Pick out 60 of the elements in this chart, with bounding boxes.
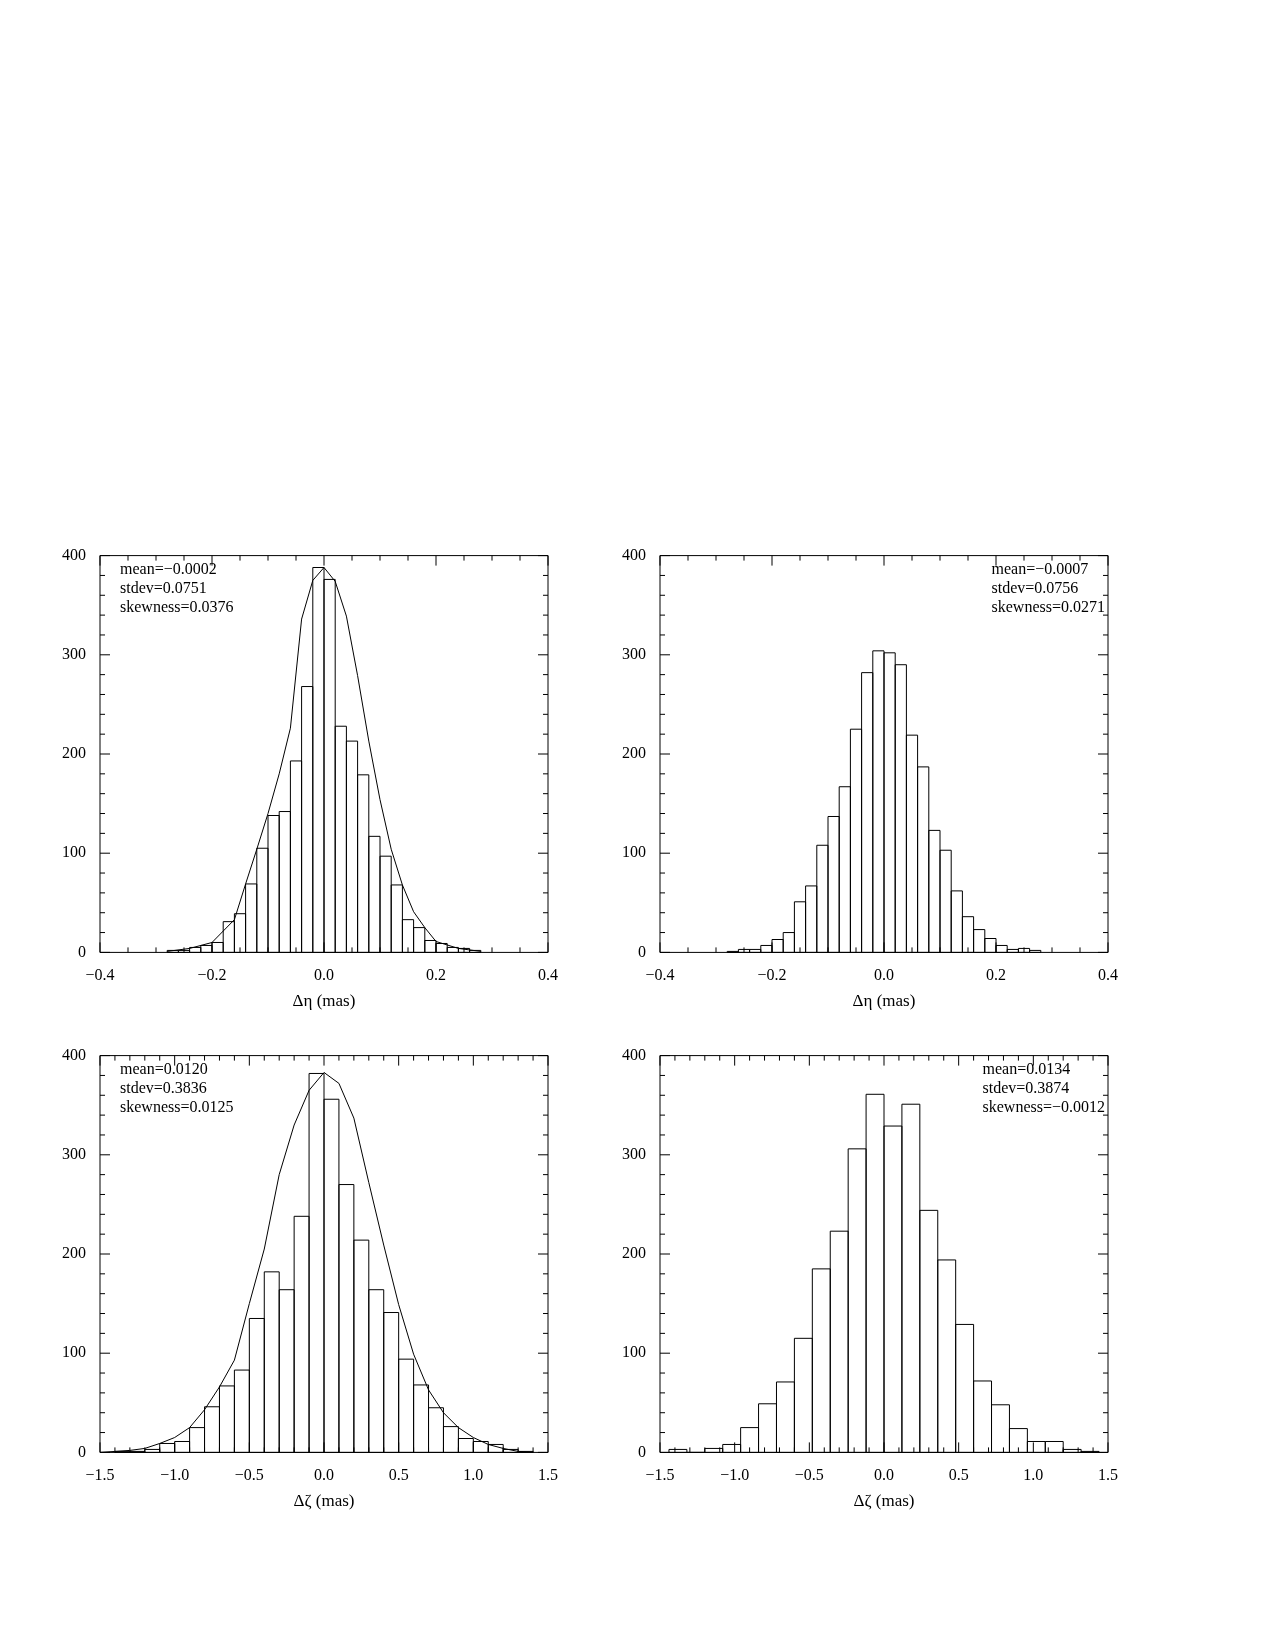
y-tick-label: 200 [62, 1244, 86, 1262]
x-tick-label: −0.4 [85, 966, 115, 984]
x-tick-label: 1.0 [1023, 1466, 1044, 1484]
x-tick-label: 0.5 [388, 1466, 409, 1484]
x-axis-title: Δη (mas) [292, 991, 356, 1011]
y-tick-label: 400 [622, 545, 646, 563]
x-tick-label: 1.5 [538, 1466, 558, 1484]
y-tick-label: 400 [62, 545, 86, 563]
y-tick-label: 200 [622, 1244, 646, 1262]
annotation: stdev=0.3836 [120, 1078, 207, 1096]
x-axis-title: Δη (mas) [852, 991, 916, 1011]
annotation: skewness=0.0125 [120, 1097, 234, 1115]
y-tick-label: 300 [622, 1145, 646, 1162]
x-tick-label: 0.0 [874, 1466, 894, 1484]
x-tick-label: −1.0 [720, 1466, 750, 1484]
y-tick-label: 400 [622, 1045, 646, 1063]
x-tick-label: −0.5 [794, 1466, 824, 1484]
y-tick-label: 300 [62, 1145, 86, 1162]
y-tick-label: 100 [62, 1343, 86, 1361]
y-tick-label: 0 [78, 942, 86, 960]
x-tick-label: 0.2 [986, 966, 1006, 984]
x-axis-title: Δζ (mas) [293, 1491, 355, 1511]
x-tick-label: 0.4 [538, 966, 558, 984]
x-tick-label: −0.5 [234, 1466, 264, 1484]
annotation: skewness=−0.0012 [982, 1097, 1105, 1115]
x-tick-label: 0.0 [314, 1466, 334, 1484]
annotation: mean=0.0134 [982, 1059, 1071, 1077]
y-tick-label: 100 [622, 1343, 646, 1361]
annotation: stdev=0.0751 [120, 578, 207, 596]
y-tick-label: 200 [62, 744, 86, 762]
y-tick-label: 100 [622, 843, 646, 861]
annotation: stdev=0.0756 [991, 578, 1079, 596]
y-tick-label: 200 [622, 744, 646, 762]
x-tick-label: 1.5 [1098, 1466, 1118, 1484]
y-tick-label: 300 [62, 645, 86, 662]
x-tick-label: 0.0 [314, 966, 334, 984]
annotation: stdev=0.3874 [982, 1078, 1070, 1096]
x-tick-label: 0.0 [874, 966, 894, 984]
x-tick-label: −1.5 [645, 1466, 675, 1484]
y-tick-label: 100 [62, 843, 86, 861]
x-tick-label: −0.4 [645, 966, 675, 984]
x-tick-label: −0.2 [757, 966, 787, 984]
annotation: mean=−0.0007 [991, 559, 1089, 577]
x-tick-label: −1.0 [160, 1466, 190, 1484]
annotation: mean=−0.0002 [120, 559, 217, 577]
x-tick-label: −0.2 [197, 966, 227, 984]
y-tick-label: 0 [638, 1442, 646, 1460]
x-axis-title: Δζ (mas) [853, 1491, 915, 1511]
y-tick-label: 300 [622, 645, 646, 662]
x-tick-label: 0.5 [948, 1466, 969, 1484]
annotation: mean=0.0120 [120, 1059, 208, 1077]
y-tick-label: 400 [62, 1045, 86, 1063]
x-tick-label: 0.2 [426, 966, 446, 984]
x-tick-label: −1.5 [85, 1466, 115, 1484]
x-tick-label: 0.4 [1098, 966, 1118, 984]
annotation: skewness=0.0376 [120, 597, 234, 615]
x-tick-label: 1.0 [463, 1466, 484, 1484]
y-tick-label: 0 [638, 942, 646, 960]
annotation: skewness=0.0271 [991, 597, 1106, 615]
y-tick-label: 0 [78, 1442, 86, 1460]
